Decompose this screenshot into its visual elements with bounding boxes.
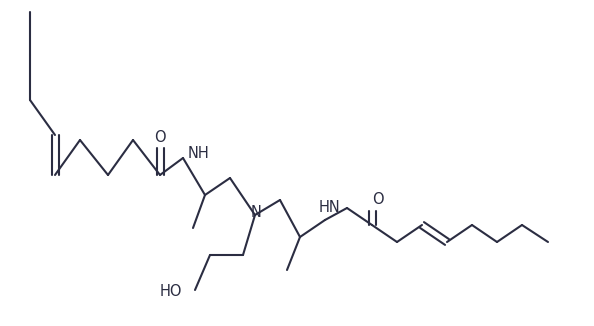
Text: NH: NH	[188, 145, 210, 160]
Text: N: N	[251, 205, 261, 220]
Text: O: O	[372, 192, 384, 208]
Text: O: O	[154, 130, 166, 145]
Text: HO: HO	[160, 285, 182, 300]
Text: HN: HN	[318, 200, 340, 215]
